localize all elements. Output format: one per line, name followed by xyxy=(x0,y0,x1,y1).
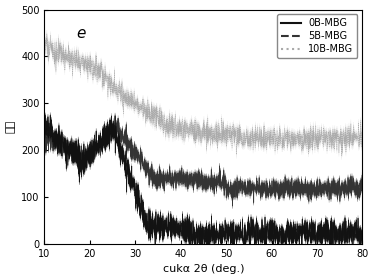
0B-MBG xyxy=(188,242,193,246)
Y-axis label: 强度: 强度 xyxy=(6,120,16,133)
5B-MBG xyxy=(116,116,120,120)
X-axis label: cukα 2θ (deg.): cukα 2θ (deg.) xyxy=(163,264,244,274)
10B-MBG xyxy=(351,136,356,139)
10B-MBG xyxy=(197,125,201,129)
5B-MBG xyxy=(351,177,356,180)
10B-MBG xyxy=(42,31,47,34)
5B-MBG xyxy=(58,134,63,137)
Line: 0B-MBG: 0B-MBG xyxy=(45,115,362,256)
0B-MBG xyxy=(59,137,63,141)
10B-MBG xyxy=(292,140,297,143)
0B-MBG xyxy=(293,222,297,226)
5B-MBG xyxy=(351,187,356,190)
10B-MBG xyxy=(340,154,344,158)
5B-MBG xyxy=(230,204,235,207)
0B-MBG xyxy=(48,114,52,117)
5B-MBG xyxy=(360,184,365,188)
0B-MBG xyxy=(351,235,356,238)
0B-MBG xyxy=(351,225,356,228)
Line: 5B-MBG: 5B-MBG xyxy=(45,118,362,206)
5B-MBG xyxy=(293,183,297,187)
5B-MBG xyxy=(42,137,47,141)
10B-MBG xyxy=(360,126,365,130)
10B-MBG xyxy=(188,120,193,124)
Line: 10B-MBG: 10B-MBG xyxy=(45,33,362,156)
10B-MBG xyxy=(351,143,355,146)
Text: e: e xyxy=(76,26,86,41)
5B-MBG xyxy=(197,170,202,174)
Legend: 0B-MBG, 5B-MBG, 10B-MBG: 0B-MBG, 5B-MBG, 10B-MBG xyxy=(278,14,358,58)
10B-MBG xyxy=(58,52,63,55)
0B-MBG xyxy=(202,255,207,258)
0B-MBG xyxy=(42,128,47,131)
5B-MBG xyxy=(188,181,193,184)
0B-MBG xyxy=(360,239,365,242)
0B-MBG xyxy=(197,236,202,240)
